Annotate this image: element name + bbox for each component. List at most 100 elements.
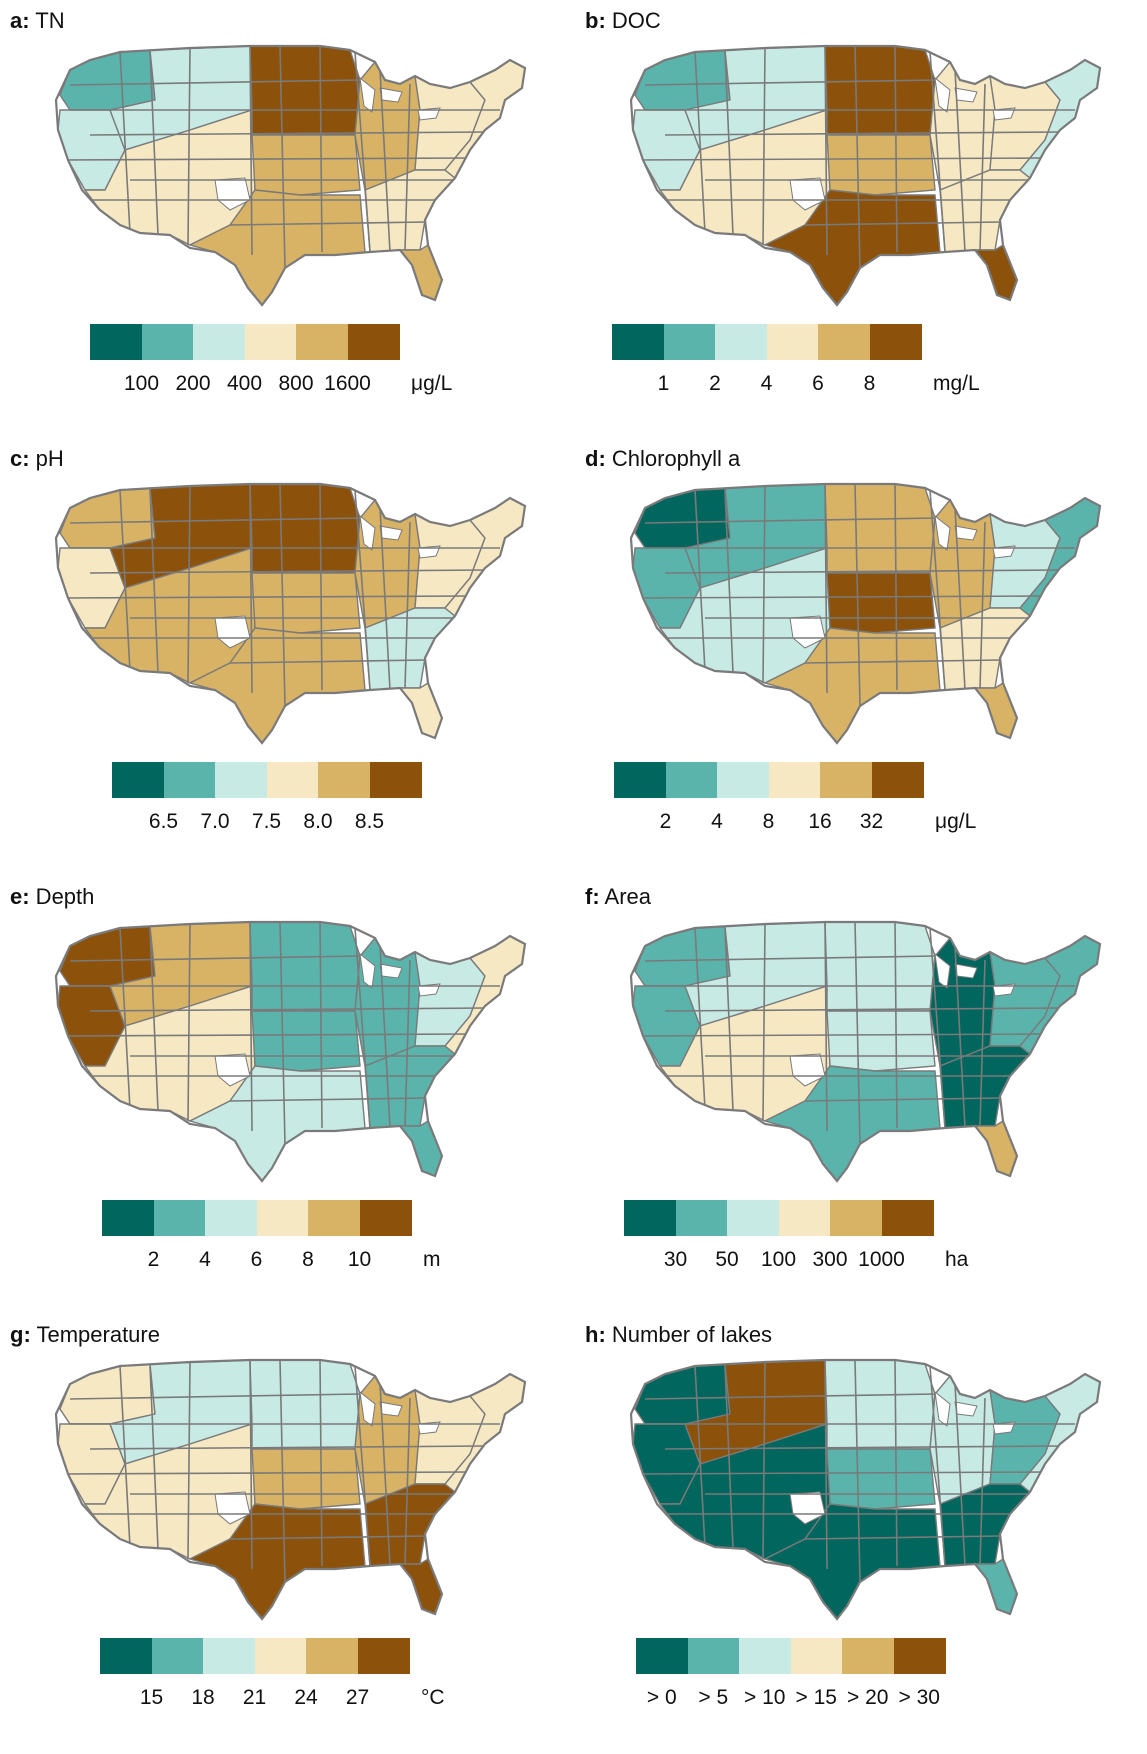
state-boundary [824,922,828,1132]
legend-tick-label: 6 [812,372,824,395]
water-body [663,662,681,677]
state-boundary [762,1361,766,1560]
region-northplains [824,484,936,574]
legend-swatch [830,1200,882,1236]
legend-swatch [766,324,819,360]
legend-tick-label: 8 [762,810,775,833]
country-outline [54,920,527,1183]
panel-title: e: Depth [10,884,94,910]
water-body [214,1053,251,1087]
state-boundary [929,489,946,691]
legend-tick-label: 200 [175,372,211,395]
panel-letter: g: [10,1322,31,1347]
legend-swatch [636,1638,688,1674]
legend-tick-label: > 20 [847,1686,889,1709]
region-northplains [824,46,936,136]
legend-tick-label: 100 [123,372,160,395]
panel-e: e: Depth 2 4 6 8 10 m [0,876,560,1316]
choropleth-map [54,44,527,307]
legend-unit: μg/L [411,372,453,395]
state-boundary [634,157,1046,161]
state-boundary [762,47,766,246]
state-boundary [694,51,706,234]
state-boundary [59,595,471,599]
state-boundary [954,507,966,691]
legend-swatch [369,762,422,798]
region-greatlakes [989,1388,1061,1485]
state-boundary [249,922,253,1132]
legend-swatch [357,1638,410,1674]
legend-swatch [715,324,767,360]
legend-tick-label: 100 [760,1248,797,1271]
state-boundary [804,1535,1001,1540]
state-boundary [694,489,706,672]
state-boundary [724,51,734,236]
legend-tick-label: 50 [715,1248,739,1271]
legend-tick-label: 8.0 [303,810,333,833]
state-boundary [354,489,371,691]
water-body [88,224,106,239]
water-body [88,1100,106,1115]
region-greatlakes [414,74,486,171]
region-northplains [249,1360,361,1450]
state-boundary [379,69,391,253]
country-outline [629,482,1102,745]
panel-letter: e: [10,884,30,909]
panel-name: pH [29,446,64,471]
legend-tick-label: 4 [711,810,723,833]
state-boundary [804,221,1001,226]
region-centralplains [826,1010,936,1072]
state-boundary [249,1360,253,1570]
legend-swatch [768,762,821,798]
state-boundary [279,484,286,707]
state-boundary [354,51,371,253]
legend-swatch [102,1200,154,1236]
state-boundary [89,131,486,136]
state-boundary [762,923,766,1122]
region-northwest [634,49,731,111]
water-body [789,1491,826,1525]
legend-tick-label: 6.5 [148,810,179,833]
legend-tick-label: 2 [709,372,721,395]
state-boundary [187,923,191,1122]
panel-letter: d: [585,446,606,471]
state-boundary [89,1007,486,1012]
state-boundary [762,485,766,684]
state-boundary [664,1007,1061,1012]
water-body [934,952,951,989]
country-outline [629,44,1102,307]
legend-tick-label: > 15 [795,1686,837,1709]
legend-tick-label: 400 [226,372,263,395]
legend-swatch [112,762,164,798]
water-body [992,983,1016,997]
state-boundary [644,517,936,524]
region-greatlakes [414,512,486,609]
legend-unit: °C [421,1686,445,1709]
choropleth-map [54,482,527,745]
legend-swatch [163,762,216,798]
panel-letter: b: [585,8,606,33]
choropleth-map [629,482,1102,745]
state-boundary [664,569,1061,574]
legend-tick-label: 10 [347,1248,372,1271]
panel-name: Temperature [30,1322,160,1347]
state-boundary [69,955,361,962]
legend-swatch [254,1638,307,1674]
state-boundary [824,1360,828,1570]
legend-tick-label: 30 [663,1248,688,1271]
state-boundary [187,47,191,246]
legend-tick-label: 8 [302,1248,314,1271]
legend-swatch [141,324,194,360]
region-centralplains [826,134,936,196]
state-boundary [379,945,391,1129]
panel-d: d: Chlorophyll a 2 4 8 16 32 μg/L [575,438,1135,878]
legend-tick-label: > 30 [898,1686,940,1709]
state-boundary [229,659,426,664]
legend-tick-label: > 0 [646,1686,677,1709]
state-boundary [634,595,1046,599]
state-boundary [89,1445,486,1450]
legend-tick-label: 16 [808,810,832,833]
legend-tick-label: 24 [294,1686,318,1709]
panel-c: c: pH 6.5 7.0 7.5 8.0 8.5 [0,438,560,878]
legend-swatch [675,1200,728,1236]
